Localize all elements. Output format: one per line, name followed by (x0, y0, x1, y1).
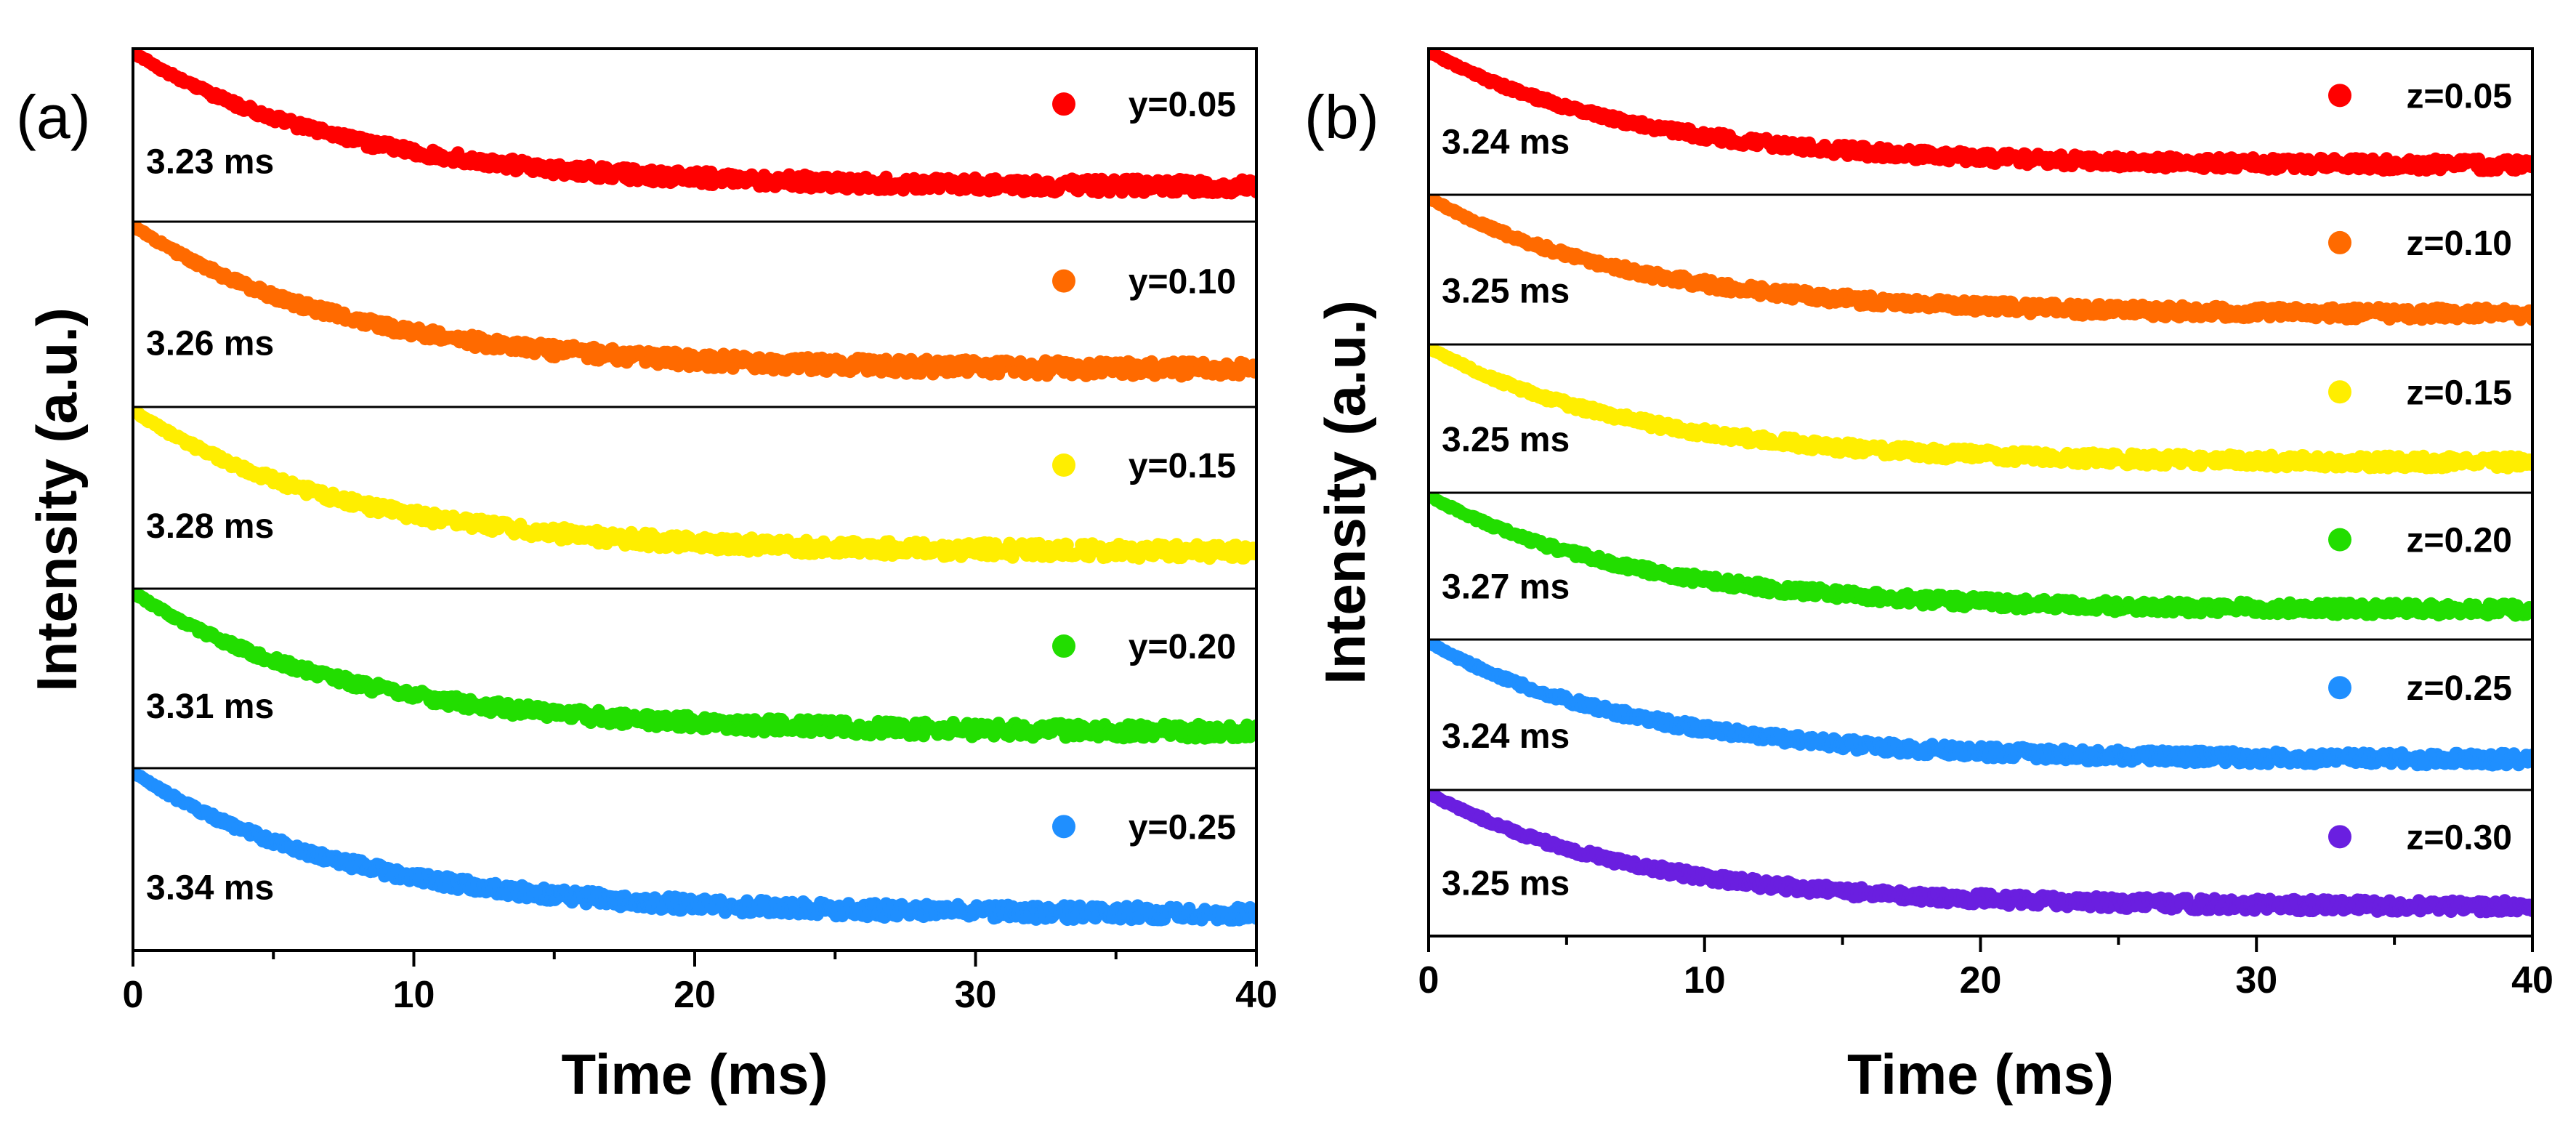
x-tick-label: 0 (123, 974, 144, 1016)
series-y=0.15 (133, 407, 1256, 565)
lifetime-label: 3.26 ms (146, 325, 274, 363)
lifetime-label: 3.23 ms (146, 142, 274, 181)
legend-label: y=0.05 (1128, 86, 1236, 124)
x-tick-label: 30 (955, 974, 997, 1016)
legend-marker (1052, 815, 1075, 839)
series-z=0.10 (1429, 195, 2532, 326)
series-y=0.20 (133, 589, 1256, 745)
lifetime-label: 3.34 ms (146, 869, 274, 908)
lifetime-label: 3.31 ms (146, 688, 274, 726)
legend-label: y=0.25 (1128, 808, 1236, 847)
x-tick-label: 40 (1235, 974, 1277, 1016)
legend-marker (1052, 269, 1075, 293)
legend-marker (1052, 634, 1075, 658)
data-point (1250, 719, 1256, 733)
data-point (1250, 185, 1256, 199)
lifetime-label: 3.28 ms (146, 507, 274, 546)
legend-label: y=0.20 (1128, 628, 1236, 666)
data-point (1250, 543, 1256, 557)
panel-a: (a) Intensity (a.u.) Time (ms) y=0.05 3.23 m… (16, 47, 1277, 1106)
data-point (2526, 155, 2532, 169)
x-tick-label: 20 (674, 974, 716, 1016)
data-point (1250, 911, 1256, 925)
panel-label: (b) (1304, 83, 1379, 151)
series-z=0.05 (1429, 49, 2532, 177)
legend-label: y=0.10 (1128, 263, 1236, 302)
legend-label: y=0.15 (1128, 447, 1236, 485)
legend-marker (1052, 453, 1075, 477)
y-axis-title: Intensity (a.u.) (1313, 300, 1377, 685)
legend-marker (1052, 92, 1075, 116)
y-axis-title: Intensity (a.u.) (25, 307, 89, 692)
panel-b: (b)Intensity (a.u.)Time (ms)z=0.053.24 m… (1304, 47, 2553, 1106)
x-axis-title: Time (ms) (562, 1042, 828, 1106)
x-axis-title: Time (ms) (1847, 1042, 2114, 1106)
series-y=0.05 (133, 49, 1256, 200)
data-point (1060, 538, 1074, 552)
panel-label: (a) (16, 83, 91, 151)
series-y=0.25 (133, 768, 1256, 927)
series-y=0.10 (133, 222, 1256, 383)
data-point (2472, 152, 2486, 166)
data-point (889, 366, 903, 379)
x-tick-label: 10 (393, 974, 435, 1016)
data-point (1250, 364, 1256, 378)
